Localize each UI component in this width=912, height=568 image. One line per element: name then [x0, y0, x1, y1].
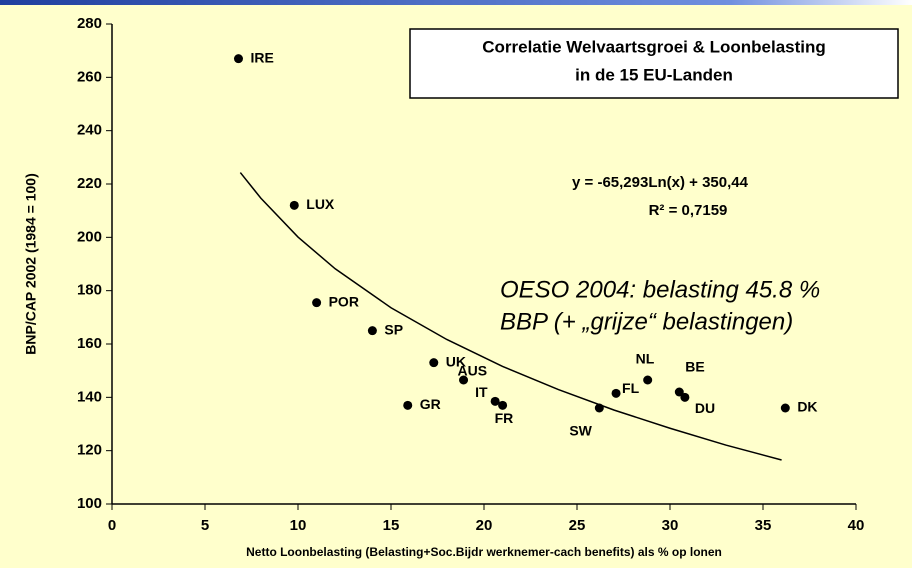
top-bar [0, 0, 912, 5]
y-tick-label: 280 [77, 15, 102, 32]
point [680, 392, 690, 402]
point-label: DK [797, 399, 817, 415]
point-label: AUS [458, 363, 488, 379]
y-tick-label: 200 [77, 228, 102, 245]
y-tick-label: 240 [77, 122, 102, 139]
x-tick-label: 40 [848, 517, 865, 534]
point [233, 54, 243, 64]
trendline [239, 172, 782, 461]
point [643, 375, 653, 385]
point [780, 403, 790, 413]
chart-title: in de 15 EU-Landen [575, 65, 733, 84]
point [367, 326, 377, 336]
y-tick-label: 180 [77, 282, 102, 299]
point [674, 387, 684, 397]
point-label: GR [420, 396, 441, 412]
y-tick-label: 120 [77, 442, 102, 459]
annotation: OESO 2004: belasting 45.8 % [500, 276, 820, 303]
x-tick-label: 0 [108, 517, 116, 534]
x-axis-label: Netto Loonbelasting (Belasting+Soc.Bijdr… [246, 545, 722, 559]
annotation: BBP (+ „grijze“ belastingen) [500, 308, 793, 335]
point-label: SP [384, 321, 403, 337]
point-label: SW [569, 423, 592, 439]
point [594, 403, 604, 413]
point-label: NL [636, 351, 655, 367]
point-label: FL [622, 380, 640, 396]
point-label: DU [695, 400, 715, 416]
x-tick-label: 25 [569, 517, 586, 534]
y-tick-label: 140 [77, 388, 102, 405]
point-label: UK [446, 353, 466, 369]
chart-title: Correlatie Welvaartsgroei & Loonbelastin… [482, 37, 826, 56]
x-tick-label: 20 [476, 517, 493, 534]
point [403, 400, 413, 410]
point [312, 298, 322, 308]
point [459, 375, 469, 385]
title-box [409, 28, 899, 99]
x-tick-label: 15 [383, 517, 400, 534]
y-tick-label: 100 [77, 495, 102, 512]
y-tick-label: 260 [77, 68, 102, 85]
point-label: IRE [250, 49, 273, 65]
y-tick-label: 160 [77, 335, 102, 352]
y-tick-label: 220 [77, 175, 102, 192]
x-tick-label: 30 [662, 517, 679, 534]
point [611, 388, 621, 398]
r-squared: R² = 0,7159 [649, 202, 728, 219]
x-tick-label: 10 [290, 517, 307, 534]
x-tick-label: 35 [755, 517, 772, 534]
point [429, 358, 439, 368]
y-axis-label: BNP/CAP 2002 (1984 = 100) [23, 173, 39, 354]
point-label: BE [685, 359, 704, 375]
x-tick-label: 5 [201, 517, 209, 534]
point-label: POR [329, 293, 359, 309]
point-label: FR [495, 410, 514, 426]
equation: y = -65,293Ln(x) + 350,44 [572, 174, 749, 191]
point-label: IT [475, 384, 488, 400]
point [498, 400, 508, 410]
point [289, 200, 299, 210]
point [490, 396, 500, 406]
point-label: LUX [306, 196, 335, 212]
